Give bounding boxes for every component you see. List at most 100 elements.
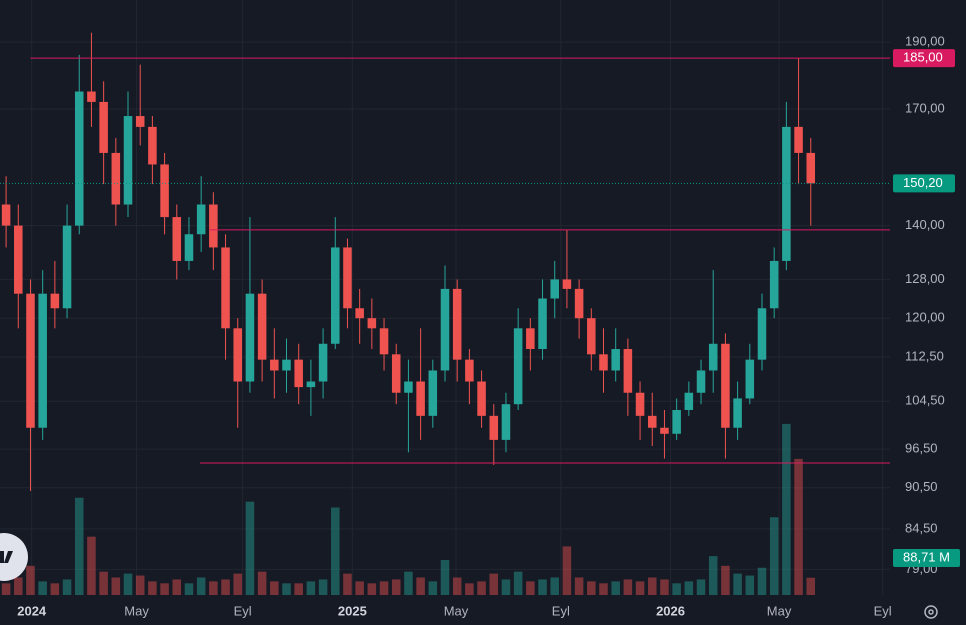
candle-body <box>148 126 157 165</box>
volume-bar <box>465 583 474 595</box>
candle-body <box>318 343 328 382</box>
logo-glyph <box>0 551 13 563</box>
volume-bar <box>379 581 389 595</box>
candle-body <box>123 116 133 205</box>
candle-body <box>209 204 218 248</box>
volume-bar <box>452 577 462 595</box>
volume-bar <box>270 581 279 595</box>
volume-bar <box>331 507 340 595</box>
candle-body <box>489 415 499 440</box>
candle-body <box>562 279 572 289</box>
candle-body <box>757 308 767 360</box>
volume-bar <box>111 577 121 595</box>
volume-bar <box>245 501 255 595</box>
volume-bar <box>50 583 60 595</box>
x-tick-label: May <box>124 603 149 618</box>
candle-body <box>62 225 72 309</box>
y-tick-label: 112,50 <box>905 348 944 363</box>
candle-body <box>452 288 462 360</box>
candle-body <box>184 234 194 261</box>
volume-bar <box>306 581 316 595</box>
volume-bar <box>62 579 72 595</box>
volume-bar <box>721 565 730 595</box>
volume-bar <box>782 423 791 595</box>
candle-body <box>26 293 35 428</box>
x-tick-label: Eyl <box>552 603 570 618</box>
candle-body <box>745 359 755 399</box>
x-tick-label: 2026 <box>656 603 685 618</box>
candle-body <box>513 328 523 405</box>
settings-icon[interactable] <box>924 605 938 619</box>
candle-body <box>538 298 547 350</box>
volume-bar <box>74 497 84 595</box>
volume-bar <box>574 577 584 595</box>
volume-bar <box>769 517 779 595</box>
last-price-box <box>893 174 955 193</box>
volume-bar <box>282 583 291 595</box>
candle-body <box>696 370 706 393</box>
candle-body <box>660 427 669 434</box>
volume-bar <box>87 536 96 595</box>
volume-bar <box>26 565 35 595</box>
volume-bar <box>562 546 572 595</box>
y-tick-label: 96,50 <box>905 441 938 456</box>
y-tick-label: 128,00 <box>905 271 945 286</box>
volume-bar <box>367 583 377 595</box>
candle-body <box>331 247 340 344</box>
volume-bar <box>172 579 182 595</box>
candle-body <box>769 260 779 309</box>
volume-bar <box>696 579 706 595</box>
candle-body <box>611 349 620 371</box>
candle-body <box>160 164 169 218</box>
axes: 190,00 170,00 140,00 128,00 120,00 112,50 104,… <box>17 34 960 618</box>
y-tick-label: 190,00 <box>905 34 945 49</box>
y-tick-label: 90,50 <box>905 479 938 494</box>
x-tick-label: May <box>767 603 792 618</box>
candle-body <box>99 101 108 153</box>
volume-bar <box>587 581 596 595</box>
y-tick-label: 104,50 <box>905 393 945 408</box>
volume-bar <box>794 458 803 595</box>
volume-bar <box>599 583 608 595</box>
candle-body <box>379 328 389 355</box>
x-tick-label: Eyl <box>874 603 892 618</box>
volume-label: 88,71 M <box>903 549 950 564</box>
candle-body <box>270 359 279 371</box>
x-tick-label: 2025 <box>338 603 367 618</box>
volume-bar <box>708 556 718 595</box>
candle-body <box>306 381 316 388</box>
volume-bar <box>501 579 511 595</box>
candle-body <box>806 152 816 184</box>
price-label: 185,00 <box>903 50 943 65</box>
candle-body <box>684 392 694 410</box>
candle-body <box>282 359 291 371</box>
volume-bar <box>404 571 413 595</box>
candle-body <box>574 288 584 319</box>
volume-bar <box>513 571 523 595</box>
candle-body <box>233 328 243 382</box>
candle-body <box>477 381 486 416</box>
volume-bar <box>684 581 694 595</box>
candle-body <box>428 370 438 416</box>
candle-body <box>623 349 633 393</box>
settings-button[interactable] <box>924 605 938 619</box>
settings-icon-core[interactable] <box>928 609 934 615</box>
x-tick-label: May <box>444 603 469 618</box>
candle-body <box>50 293 60 309</box>
candle-body <box>440 288 450 371</box>
candle-body <box>672 409 681 434</box>
candle-body <box>782 126 791 261</box>
volume-bar <box>672 583 681 595</box>
candle-body <box>38 293 47 428</box>
candle-body <box>404 381 413 393</box>
candle-body <box>794 126 803 153</box>
volume-bar <box>416 577 425 595</box>
candle-body <box>526 328 535 350</box>
volume-bar <box>733 573 742 595</box>
volume-pane <box>1 423 816 595</box>
y-tick-label: 120,00 <box>905 310 945 325</box>
volume-bar <box>135 575 145 595</box>
candle-body <box>599 354 608 371</box>
volume-bar <box>477 581 486 595</box>
